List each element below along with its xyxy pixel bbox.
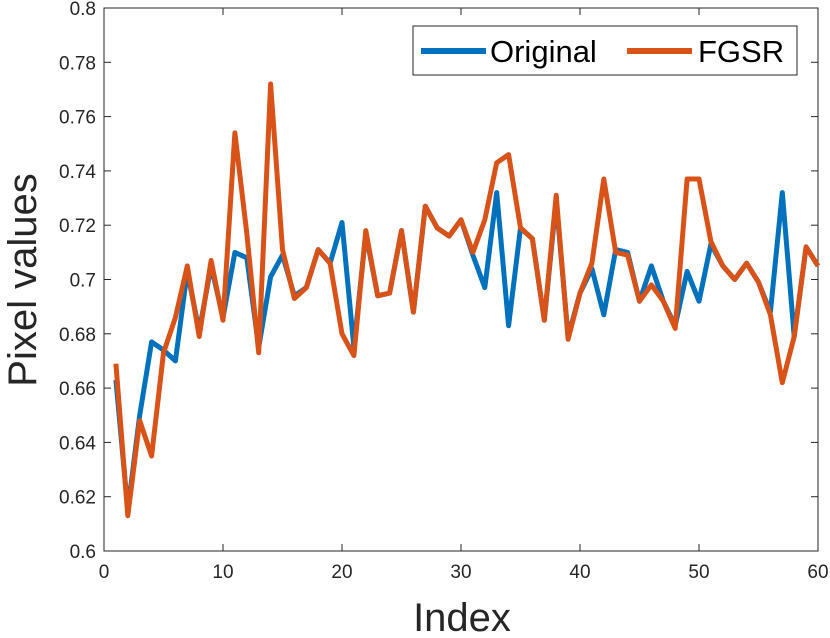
y-tick-label: 0.62 [59, 488, 96, 509]
x-tick-label: 40 [569, 562, 590, 583]
y-tick-label: 0.64 [59, 433, 96, 454]
series-line-fgsr [113, 81, 821, 519]
plot-lines [113, 81, 821, 519]
y-axis-label: Pixel values [1, 173, 45, 386]
y-tick-label: 0.74 [59, 162, 96, 183]
y-tick-label: 0.68 [59, 325, 96, 346]
y-tick-label: 0.76 [59, 108, 96, 129]
y-tick-label: 0.7 [70, 271, 96, 292]
legend[interactable]: Original FGSR [412, 25, 798, 76]
legend-label-fgsr: FGSR [698, 34, 784, 69]
y-tick-label: 0.6 [70, 542, 96, 563]
legend-box [412, 25, 798, 76]
x-axis-label: Index [413, 596, 511, 638]
x-tick-label: 0 [99, 562, 110, 583]
x-tick-label: 10 [212, 562, 233, 583]
y-tick-label: 0.66 [59, 379, 96, 400]
x-tick-label: 30 [450, 562, 471, 583]
x-axis: 0 10 20 30 40 50 60 [99, 8, 829, 583]
y-tick-label: 0.78 [59, 53, 96, 74]
y-tick-label: 0.72 [59, 216, 96, 237]
legend-label-original: Original [490, 34, 597, 69]
x-tick-label: 20 [331, 562, 352, 583]
y-tick-label: 0.8 [70, 0, 96, 20]
x-tick-label: 60 [807, 562, 828, 583]
x-tick-label: 50 [688, 562, 709, 583]
y-axis: 0.6 0.62 0.64 0.66 0.68 0.7 0.72 0.74 0.76 0.78 0.… [59, 0, 818, 563]
